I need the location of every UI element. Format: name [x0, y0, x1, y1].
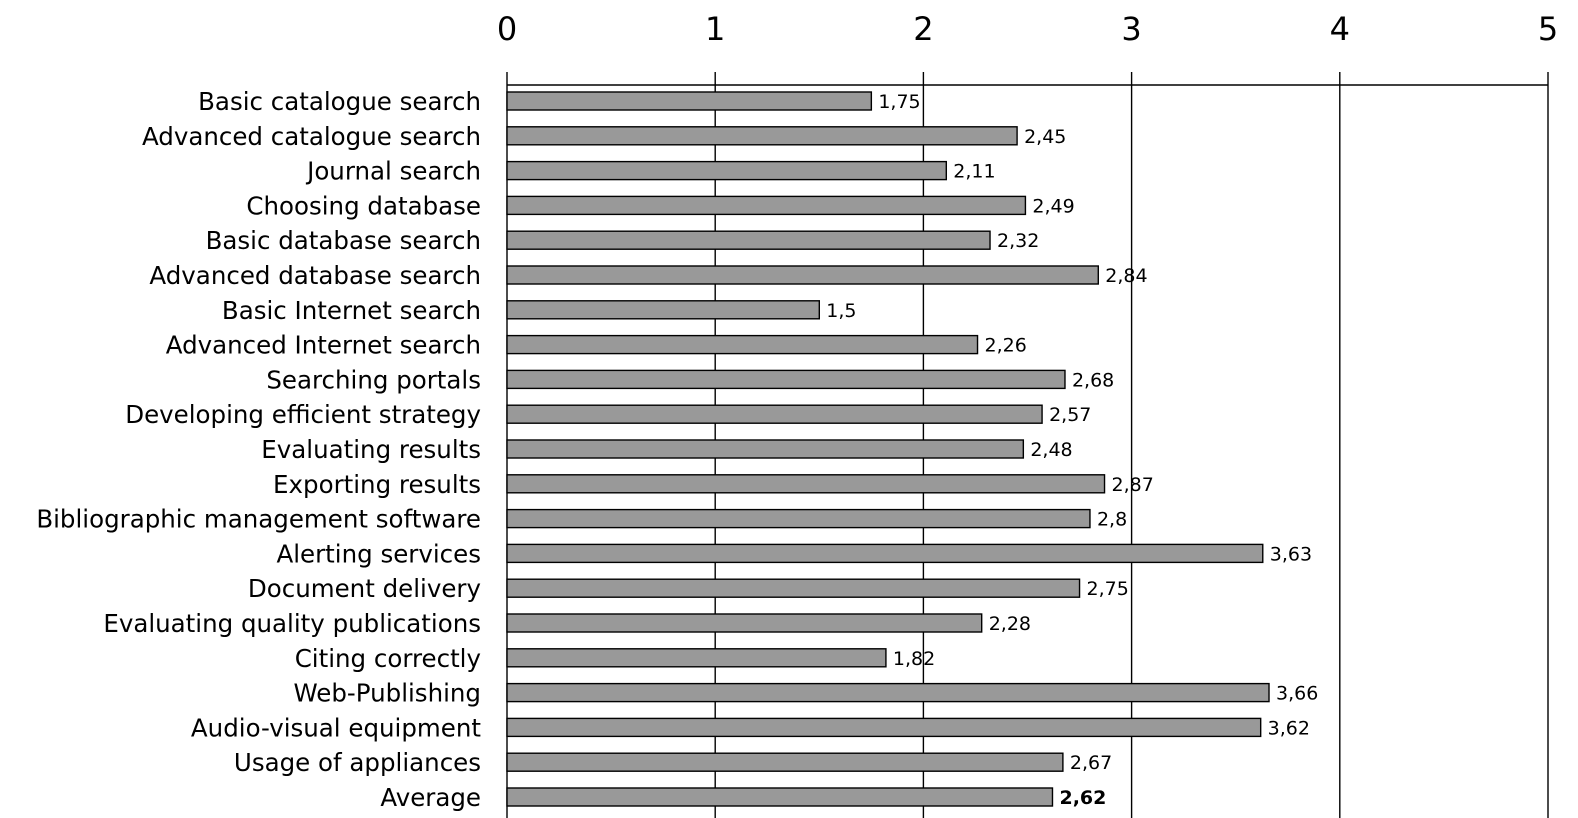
- data-label: 2,11: [953, 161, 995, 183]
- category-label: Advanced catalogue search: [142, 122, 481, 151]
- category-label: Journal search: [305, 157, 481, 186]
- data-label: 2,49: [1032, 195, 1074, 217]
- data-label: 1,82: [893, 648, 935, 670]
- bar: [506, 543, 1264, 564]
- data-label: 2,87: [1112, 474, 1154, 496]
- data-label: 2,62: [1059, 787, 1106, 809]
- category-label: Evaluating results: [261, 435, 481, 464]
- x-tick-label: 0: [497, 10, 517, 48]
- bar: [506, 439, 1025, 459]
- category-label: Developing efficient strategy: [125, 400, 481, 429]
- data-label: 2,45: [1024, 126, 1066, 148]
- x-tick-label: 3: [1121, 10, 1141, 48]
- bar: [506, 300, 820, 320]
- category-label: Advanced Internet search: [166, 331, 481, 360]
- bar: [506, 126, 1018, 146]
- bar: [506, 474, 1106, 494]
- x-tick-label: 4: [1330, 10, 1350, 48]
- bar: [506, 508, 1091, 529]
- bar: [506, 682, 1270, 703]
- data-label: 3,66: [1276, 683, 1318, 705]
- x-tick-label: 2: [913, 10, 933, 48]
- bar: [506, 160, 948, 181]
- bar: [506, 230, 991, 250]
- data-label: 3,62: [1268, 717, 1310, 739]
- labels: Basic catalogue search 1,75 Advanced catal…: [36, 87, 1318, 812]
- category-label: Usage of appliances: [234, 748, 481, 777]
- category-label: Alerting services: [276, 539, 481, 568]
- category-label: Choosing database: [246, 191, 481, 220]
- bars: [506, 91, 1270, 807]
- bar: [506, 404, 1043, 424]
- bar: [506, 369, 1066, 390]
- bar: [506, 752, 1064, 772]
- x-tick-label: 1: [705, 10, 725, 48]
- category-label: Web-Publishing: [294, 679, 481, 708]
- data-label: 3,63: [1270, 543, 1312, 565]
- bar: [506, 648, 887, 668]
- x-tick-label: 5: [1538, 10, 1558, 48]
- bar: [506, 195, 1027, 216]
- x-axis: 0 1 2 3 4 5: [497, 10, 1558, 86]
- bar: [506, 265, 1099, 285]
- data-label: 2,75: [1087, 578, 1129, 600]
- data-label: 2,26: [985, 335, 1027, 357]
- category-label: Advanced database search: [149, 261, 481, 290]
- bar: [506, 717, 1262, 738]
- bar: [506, 613, 983, 633]
- data-label: 2,48: [1030, 439, 1072, 461]
- bar: [506, 787, 1054, 807]
- data-label: 2,57: [1049, 404, 1091, 426]
- data-label: 2,32: [997, 230, 1039, 252]
- category-label: Citing correctly: [295, 644, 481, 673]
- data-label: 2,68: [1072, 369, 1114, 391]
- data-label: 2,84: [1105, 265, 1147, 287]
- bar: [506, 91, 873, 111]
- category-label: Basic Internet search: [222, 296, 481, 325]
- category-label: Average: [380, 783, 481, 812]
- category-label: Basic database search: [206, 226, 481, 255]
- data-label: 2,8: [1097, 509, 1127, 531]
- bar: [506, 334, 979, 355]
- category-label: Document delivery: [248, 574, 481, 603]
- data-label: 1,75: [878, 91, 920, 113]
- category-label: Audio-visual equipment: [191, 713, 481, 742]
- data-label: 1,5: [826, 300, 856, 322]
- category-label: Exporting results: [273, 470, 481, 499]
- data-label: 2,67: [1070, 752, 1112, 774]
- category-label: Bibliographic management software: [36, 505, 481, 534]
- category-label: Evaluating quality publications: [103, 609, 481, 638]
- category-label: Basic catalogue search: [198, 87, 481, 116]
- data-label: 2,28: [989, 613, 1031, 635]
- bar: [506, 578, 1081, 598]
- category-label: Searching portals: [266, 365, 481, 394]
